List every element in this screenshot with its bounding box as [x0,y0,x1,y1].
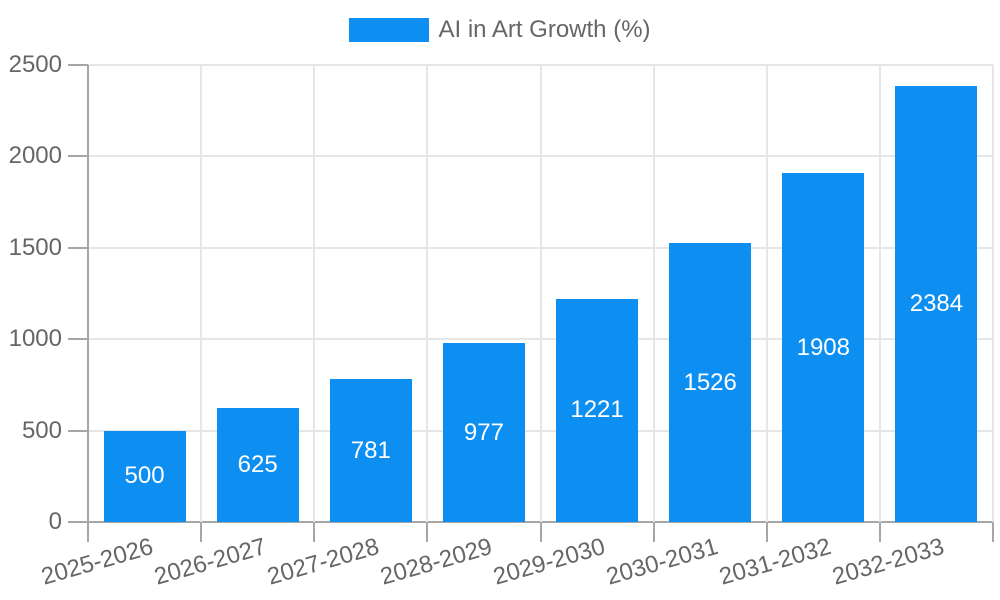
x-gridline [87,65,89,522]
bar-value-label: 1221 [570,396,624,424]
bar-value-label: 1526 [683,368,737,396]
y-tick-mark [68,429,88,432]
bar-value-label: 781 [350,436,391,464]
x-tick-mark [765,522,768,542]
bar-value-label: 500 [124,462,165,490]
x-gridline [652,65,655,522]
x-tick-mark [539,522,542,542]
x-tick-mark [652,522,655,542]
y-tick-label: 2500 [8,51,62,78]
x-tick-label: 2032-2033 [829,533,948,591]
bar-value-label: 1908 [796,333,850,361]
bar-value-label: 625 [237,450,278,478]
y-tick-mark [68,64,88,66]
x-tick-label: 2028-2029 [377,533,496,591]
bar: 1221 [556,298,639,522]
x-tick-label: 2027-2028 [264,533,382,591]
bar: 1908 [782,173,865,522]
y-tick-mark [68,338,88,341]
bar: 625 [216,407,299,522]
x-tick-label: 2025-2026 [37,533,156,591]
x-tick-label: 2031-2032 [716,533,835,591]
x-gridline [426,65,429,522]
x-tick-mark [878,522,881,542]
y-tick-label: 0 [48,508,62,535]
x-tick-mark [313,522,316,542]
x-tick-mark [992,522,994,542]
x-tick-mark [200,522,203,542]
y-tick-label: 500 [21,416,62,444]
x-tick-mark [426,522,429,542]
x-tick-label: 2026-2027 [151,533,269,591]
bar: 977 [442,343,525,522]
x-gridline [878,65,881,522]
x-gridline [539,65,542,522]
x-tick-label: 2029-2030 [490,533,609,591]
y-tick-mark [68,521,88,523]
bar: 781 [329,379,412,522]
x-gridline [765,65,768,522]
legend-label: AI in Art Growth (%) [438,16,651,43]
x-gridline [200,65,203,522]
x-gridline [313,65,316,522]
y-tick-label: 2000 [8,142,62,170]
bar: 2384 [895,86,978,522]
bar-value-label: 977 [463,418,504,446]
y-tick-label: 1500 [8,233,62,261]
x-tick-label: 2030-2031 [603,533,722,591]
bar: 500 [103,430,186,522]
legend-swatch [349,18,430,42]
y-tick-mark [68,155,88,158]
x-gridline [992,65,994,522]
bar: 1526 [669,243,752,522]
legend[interactable]: AI in Art Growth (%) [0,16,1000,44]
y-tick-mark [68,246,88,249]
x-tick-mark [87,522,89,542]
y-tick-label: 1000 [8,325,62,353]
bar-value-label: 2384 [909,290,964,318]
